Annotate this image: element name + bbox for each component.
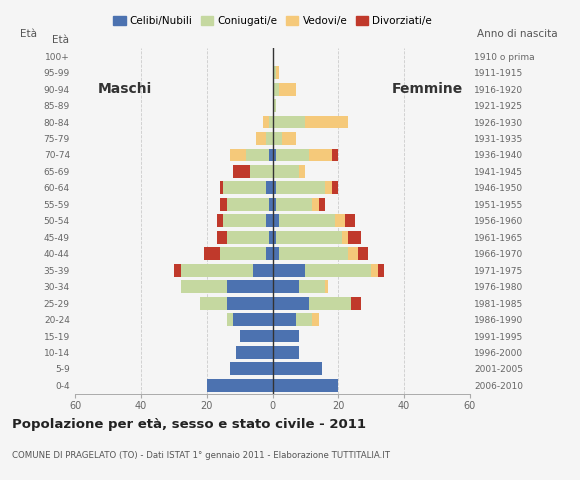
Bar (269, 116, 273, 129)
Bar (335, 215, 345, 227)
Bar (223, 215, 266, 227)
Legend: Celibi/Nubili, Coniugati/e, Vedovi/e, Divorziati/e: Celibi/Nubili, Coniugati/e, Vedovi/e, Di… (109, 12, 436, 30)
Bar (273, 66, 276, 79)
Bar (309, 297, 351, 310)
Bar (253, 264, 273, 276)
Bar (273, 132, 282, 145)
Bar (227, 280, 273, 293)
Bar (217, 215, 223, 227)
Bar (312, 198, 318, 211)
Bar (273, 330, 299, 342)
Bar (348, 231, 361, 244)
Bar (266, 181, 273, 194)
Bar (273, 247, 279, 260)
Bar (273, 280, 299, 293)
Bar (220, 198, 227, 211)
Bar (273, 362, 322, 375)
Bar (256, 132, 266, 145)
Bar (233, 313, 273, 326)
Bar (237, 346, 273, 359)
Bar (269, 198, 273, 211)
Text: Popolazione per età, sesso e stato civile - 2011: Popolazione per età, sesso e stato civil… (12, 418, 365, 431)
Bar (279, 83, 296, 96)
Bar (273, 116, 306, 129)
Bar (223, 181, 266, 194)
Bar (266, 215, 273, 227)
Bar (230, 362, 273, 375)
Bar (318, 198, 325, 211)
Bar (279, 247, 348, 260)
Bar (266, 132, 273, 145)
Bar (273, 198, 276, 211)
Bar (299, 165, 306, 178)
Bar (276, 198, 312, 211)
Text: Femmine: Femmine (392, 82, 463, 96)
Bar (227, 198, 269, 211)
Bar (273, 264, 306, 276)
Bar (378, 264, 385, 276)
Bar (273, 148, 276, 161)
Bar (246, 148, 269, 161)
Bar (276, 66, 279, 79)
Bar (345, 215, 355, 227)
Bar (273, 99, 276, 112)
Bar (296, 313, 312, 326)
Bar (273, 165, 299, 178)
Bar (204, 247, 220, 260)
Bar (273, 181, 276, 194)
Bar (276, 181, 325, 194)
Bar (273, 297, 309, 310)
Bar (371, 264, 378, 276)
Bar (200, 297, 227, 310)
Bar (174, 264, 180, 276)
Bar (180, 280, 227, 293)
Bar (306, 116, 348, 129)
Bar (263, 116, 269, 129)
Bar (207, 379, 273, 392)
Bar (227, 231, 269, 244)
Bar (273, 215, 279, 227)
Bar (249, 165, 273, 178)
Bar (217, 231, 227, 244)
Bar (309, 148, 332, 161)
Text: Anno di nascita: Anno di nascita (477, 29, 557, 39)
Bar (269, 231, 273, 244)
Bar (273, 346, 299, 359)
Bar (332, 181, 338, 194)
Bar (240, 330, 273, 342)
Bar (273, 231, 276, 244)
Bar (276, 148, 309, 161)
Bar (227, 297, 273, 310)
Bar (348, 247, 358, 260)
Bar (276, 231, 342, 244)
Bar (358, 247, 368, 260)
Bar (312, 313, 318, 326)
Bar (273, 379, 338, 392)
Bar (332, 148, 338, 161)
Bar (230, 148, 246, 161)
Bar (279, 215, 335, 227)
Text: Età: Età (20, 29, 37, 39)
Text: Maschi: Maschi (97, 82, 152, 96)
Bar (273, 313, 296, 326)
Bar (306, 264, 371, 276)
Text: COMUNE DI PRAGELATO (TO) - Dati ISTAT 1° gennaio 2011 - Elaborazione TUTTITALIA.: COMUNE DI PRAGELATO (TO) - Dati ISTAT 1°… (12, 451, 390, 460)
Bar (266, 247, 273, 260)
Bar (342, 231, 348, 244)
Bar (233, 165, 249, 178)
Bar (325, 181, 332, 194)
Bar (273, 83, 279, 96)
Bar (282, 132, 296, 145)
Bar (269, 148, 273, 161)
Bar (325, 280, 328, 293)
Bar (299, 280, 325, 293)
Bar (227, 313, 233, 326)
Bar (220, 247, 266, 260)
Bar (351, 297, 361, 310)
Text: Età: Età (52, 35, 69, 45)
Bar (180, 264, 253, 276)
Bar (220, 181, 223, 194)
